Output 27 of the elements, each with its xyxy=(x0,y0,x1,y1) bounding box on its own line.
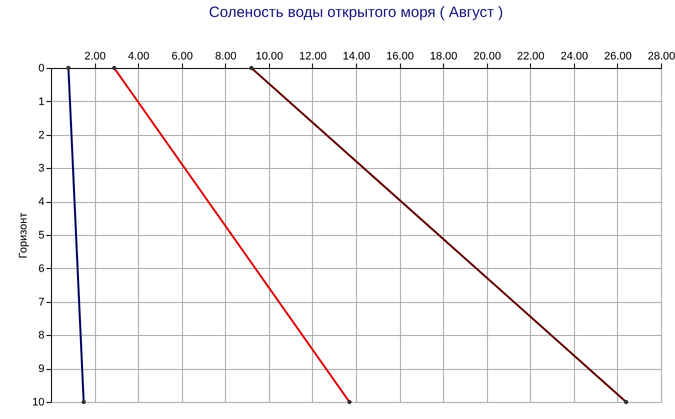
y-tick-label: 4 xyxy=(38,196,44,208)
x-tick-label: 26.00 xyxy=(604,50,632,62)
y-tick-label: 0 xyxy=(38,62,44,74)
y-tick-label: 8 xyxy=(38,330,44,342)
x-tick-label: 8.00 xyxy=(215,50,236,62)
x-tick-label: 28.00 xyxy=(648,50,675,62)
x-tick-label: 2.00 xyxy=(84,50,106,62)
y-tick-label: 9 xyxy=(38,363,44,376)
y-tick-label: 2 xyxy=(38,129,44,142)
chart-title: Соленость воды открытого моря ( Август ) xyxy=(208,4,504,21)
x-tick-label: 20.00 xyxy=(473,50,501,62)
y-axis-title: Горизонт xyxy=(17,212,30,258)
x-tick-label: 22.00 xyxy=(517,50,545,62)
x-tick-label: 10.00 xyxy=(256,50,284,62)
y-tick-label: 3 xyxy=(38,162,44,175)
y-tick-label: 5 xyxy=(38,230,44,242)
x-tick-label: 12.00 xyxy=(299,50,327,62)
x-tick-label: 6.00 xyxy=(172,50,193,62)
y-tick-label: 6 xyxy=(38,262,44,275)
x-tick-label: 16.00 xyxy=(386,50,414,62)
x-tick-label: 18.00 xyxy=(430,50,458,62)
y-tick-label: 7 xyxy=(38,296,44,308)
x-tick-label: 24.00 xyxy=(560,50,588,62)
y-tick-label: 1 xyxy=(38,96,44,108)
y-tick-label: 10 xyxy=(32,396,44,408)
x-tick-label: 4.00 xyxy=(128,50,150,62)
x-tick-label: 14.00 xyxy=(342,50,370,62)
